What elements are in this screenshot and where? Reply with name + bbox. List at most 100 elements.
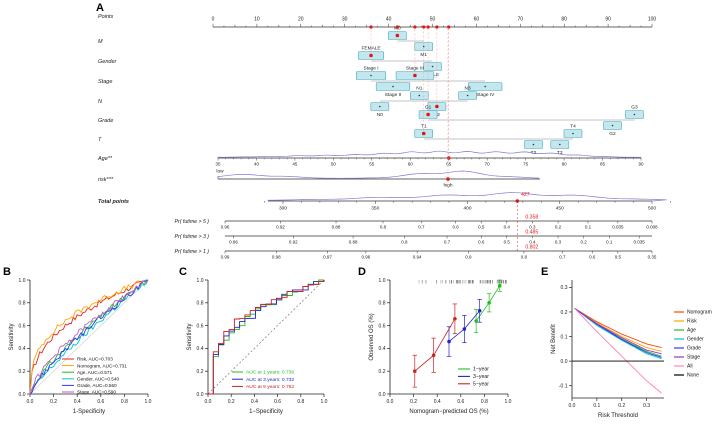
- dca-panel-e: 0.0 0.1 0.2 0.3 -0.1 0.0 0.1 0.2 0.3 Risk Thresho…: [551, 280, 712, 419]
- prob-tick-label: 0.6: [478, 240, 485, 245]
- category-label: Stage I: [363, 66, 378, 72]
- selected-value-marker: [421, 131, 426, 136]
- y-tick-label: 0.3: [561, 285, 568, 291]
- row-label-stage: Stage: [98, 79, 112, 85]
- pr5-predicted-value: 0.358: [525, 215, 538, 221]
- prob-tick-label: 0.2: [555, 225, 562, 230]
- category-label: T1: [421, 124, 427, 130]
- calibration-point: [462, 327, 467, 331]
- risk-selected-marker: [446, 177, 450, 181]
- dca-curve-risk: [574, 307, 662, 352]
- y-tick-label: 0.2: [561, 310, 568, 316]
- risk-high-label: high: [443, 183, 452, 189]
- prob-tick-label: 0.98: [272, 255, 281, 260]
- calibration-point: [447, 339, 451, 344]
- points-tick-label: 10: [254, 17, 260, 23]
- age-tick-label: 55: [369, 162, 375, 167]
- legend-item: None: [687, 373, 699, 379]
- points-projection-marker: [413, 25, 417, 29]
- y-tick-label: 0.4: [197, 346, 204, 352]
- prob-tick-label: 0.94: [413, 255, 422, 260]
- category-label: G1: [425, 105, 432, 111]
- x-tick-label: 1.0: [505, 399, 512, 405]
- legend-item: AUC at 3 years: 0.732: [246, 377, 294, 383]
- nomogram-panel: Points 0 10 20 30 40 50 60 70 80 90 100MM0M1GenderF…: [97, 14, 671, 260]
- calibration-panel-d: 0.0 0.2 0.4 0.6 0.8 1.0 0.0 0.2 0.4 0.6 0.8 1.0 Nomo…: [369, 278, 512, 415]
- panel-label-b: B: [3, 266, 11, 278]
- row-label-gender: Gender: [98, 59, 118, 65]
- box-median-dot: [633, 113, 636, 116]
- points-tick-label: 60: [474, 17, 480, 23]
- category-label: G2: [609, 131, 616, 137]
- prob-tick-label: 0.3: [529, 225, 536, 230]
- age-tick-label: 60: [408, 162, 414, 167]
- panel-label-d: D: [358, 266, 366, 278]
- x-axis-label: Nomogram−predicted OS (%): [409, 409, 488, 415]
- x-tick-label: 0.2: [410, 399, 417, 405]
- x-tick-label: 0.8: [481, 399, 488, 405]
- roc-panel-c: 0.0 0.2 0.4 0.6 0.8 1.0 0.0 0.2 0.4 0.6 0.8 1.0 1−Sp…: [187, 278, 328, 415]
- total-selected-value: 427: [521, 192, 530, 198]
- box-median-dot: [370, 74, 372, 77]
- box-median-dot: [559, 143, 561, 146]
- prob-tick-label: 0.8: [380, 225, 387, 230]
- panel-label-a: A: [96, 2, 104, 14]
- y-tick-label: 0.6: [19, 323, 26, 329]
- prob-tick-label: 0.6: [589, 255, 596, 260]
- x-tick-label: 0.3: [643, 403, 650, 409]
- legend-item: AUC at 5 years: 0.762: [246, 384, 294, 390]
- legend-item: Grade: [687, 346, 701, 352]
- points-projection-marker: [422, 25, 426, 29]
- box-median-dot: [466, 94, 469, 97]
- box-median-dot: [484, 85, 486, 88]
- prob-tick-label: 0.1: [585, 225, 592, 230]
- prob-tick-label: 0.5: [504, 240, 511, 245]
- total-tick-label: 400: [463, 206, 471, 212]
- y-tick-label: 0.2: [19, 369, 26, 375]
- row-label-pr5: Pr( futime > 5 ): [175, 219, 210, 225]
- diagonal-reference: [207, 279, 325, 395]
- x-tick-label: 0.6: [274, 399, 281, 405]
- selected-value-marker: [435, 104, 439, 109]
- prob-tick-label: 0.9: [465, 255, 472, 260]
- legend-item: Stage: [687, 355, 700, 361]
- category-label: T4: [570, 124, 576, 130]
- age-tick-label: 80: [562, 162, 568, 167]
- legend-item: Nomogram: [687, 310, 712, 316]
- x-tick-label: 0.8: [121, 399, 128, 405]
- points-projection-marker: [447, 25, 451, 29]
- x-tick-label: 0.2: [50, 399, 57, 405]
- prob-tick-label: 0.3: [555, 240, 562, 245]
- row-label-age: Age**: [97, 156, 113, 162]
- prob-tick-label: 0.92: [276, 225, 285, 230]
- age-tick-label: 45: [292, 162, 298, 167]
- total-tick-label: 500: [648, 206, 656, 212]
- legend-item: 5−year: [473, 382, 489, 388]
- calibration-point: [474, 319, 478, 323]
- legend-item: Nomogram, AUC=0.731: [77, 363, 127, 368]
- prob-tick-label: 0.8: [521, 255, 528, 260]
- box-median-dot: [611, 124, 614, 127]
- x-tick-label: 0.4: [251, 399, 258, 405]
- legend-item: 3−year: [473, 374, 489, 380]
- category-label: M1: [420, 52, 427, 58]
- x-axis-label: 1-Specificity: [73, 409, 105, 415]
- prob-tick-label: 0.7: [444, 240, 451, 245]
- box-median-dot: [431, 65, 434, 68]
- y-tick-label: 0.6: [379, 323, 386, 329]
- row-label-points: Points: [98, 14, 114, 20]
- prob-tick-label: 0.035: [634, 240, 646, 245]
- points-tick-label: 30: [342, 17, 348, 23]
- y-tick-label: 0.8: [197, 301, 204, 307]
- risk-low-label: low: [216, 169, 224, 175]
- points-projection-marker: [435, 25, 439, 29]
- y-tick-label: 0.0: [379, 392, 386, 398]
- prob-tick-label: 0.4: [504, 225, 511, 230]
- panel-label-c: C: [179, 266, 187, 278]
- age-tick-label: 90: [638, 162, 644, 167]
- legend-item: Grade, AUC=0.560: [77, 383, 117, 388]
- y-tick-label: 1.0: [19, 278, 26, 284]
- age-tick-label: 65: [446, 162, 452, 167]
- legend-item: All: [687, 364, 693, 370]
- row-label-risk: risk***: [98, 177, 114, 183]
